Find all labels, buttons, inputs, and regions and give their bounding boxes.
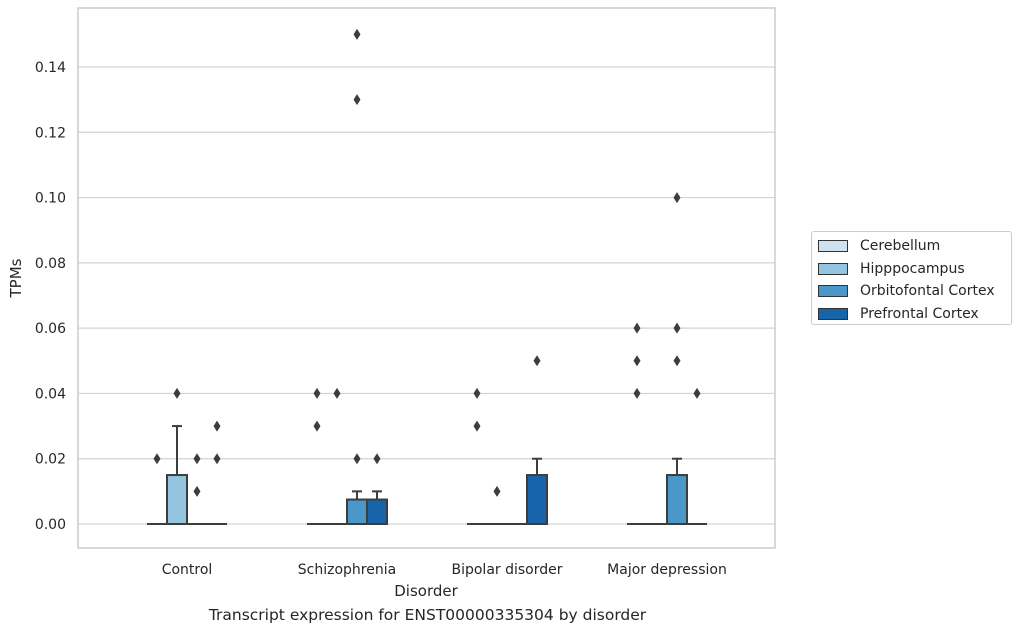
box bbox=[366, 498, 388, 525]
box-plots bbox=[147, 28, 707, 525]
x-tick-label: Major depression bbox=[607, 562, 727, 578]
legend-label: Cerebellum bbox=[860, 238, 941, 255]
outlier-point bbox=[633, 355, 641, 367]
y-tick-label: 0.10 bbox=[35, 191, 66, 207]
outlier-point bbox=[333, 387, 341, 399]
outlier-point bbox=[173, 387, 181, 399]
outlier-point bbox=[493, 485, 501, 497]
box-prefrontal-cortex bbox=[366, 453, 388, 525]
outlier-point bbox=[373, 453, 381, 465]
outlier-point bbox=[673, 192, 681, 204]
box-cerebellum bbox=[147, 453, 167, 525]
outlier-point bbox=[213, 420, 221, 432]
legend: Cerebellum Hipppocampus Orbitofontal Corte… bbox=[811, 231, 1012, 325]
box-prefrontal-cortex bbox=[207, 420, 227, 525]
outlier-point bbox=[193, 453, 201, 465]
box-orbitofontal-cortex bbox=[666, 192, 688, 525]
x-axis-title: Disorder bbox=[394, 582, 458, 600]
legend-swatch bbox=[818, 240, 848, 253]
y-tick-label: 0.06 bbox=[35, 321, 66, 337]
legend-swatch bbox=[818, 285, 848, 298]
outlier-point bbox=[153, 453, 161, 465]
legend-item: Hipppocampus bbox=[818, 258, 1011, 281]
x-tick-label: Schizophrenia bbox=[298, 562, 396, 578]
box-cerebellum bbox=[467, 387, 487, 525]
box-hipppocampus bbox=[487, 485, 507, 525]
outlier-point bbox=[673, 355, 681, 367]
plot-frame bbox=[77, 7, 776, 549]
outlier-point bbox=[633, 322, 641, 334]
y-tick-label: 0.14 bbox=[35, 60, 66, 76]
y-tick-label: 0.04 bbox=[35, 386, 66, 402]
box bbox=[666, 474, 688, 525]
box-prefrontal-cortex bbox=[687, 387, 707, 525]
outlier-point bbox=[533, 355, 541, 367]
chart-caption: Transcript expression for ENST0000033530… bbox=[208, 606, 647, 624]
legend-label: Hipppocampus bbox=[860, 260, 965, 277]
outlier-point bbox=[473, 420, 481, 432]
box-hipppocampus bbox=[327, 387, 347, 525]
outlier-point bbox=[353, 94, 361, 106]
gridlines bbox=[78, 66, 775, 525]
box-prefrontal-cortex bbox=[526, 355, 548, 525]
legend-item: Prefrontal Cortex bbox=[818, 303, 1011, 326]
box bbox=[526, 474, 548, 525]
legend-swatch bbox=[818, 307, 848, 320]
legend-swatch bbox=[818, 262, 848, 275]
x-tick-label: Control bbox=[162, 562, 213, 578]
box bbox=[346, 498, 368, 525]
outlier-point bbox=[313, 387, 321, 399]
y-tick-label: 0.02 bbox=[35, 452, 66, 468]
outlier-point bbox=[353, 28, 361, 40]
outlier-point bbox=[213, 453, 221, 465]
outlier-point bbox=[633, 387, 641, 399]
y-tick-label: 0.12 bbox=[35, 125, 66, 141]
legend-label: Orbitofontal Cortex bbox=[860, 283, 995, 300]
box bbox=[166, 474, 188, 525]
box-cerebellum bbox=[307, 387, 327, 525]
y-tick-label: 0.00 bbox=[35, 517, 66, 533]
legend-item: Orbitofontal Cortex bbox=[818, 280, 1011, 303]
box-orbitofontal-cortex bbox=[346, 28, 368, 525]
outlier-point bbox=[673, 322, 681, 334]
outlier-point bbox=[313, 420, 321, 432]
legend-item: Cerebellum bbox=[818, 235, 1011, 258]
legend-label: Prefrontal Cortex bbox=[860, 305, 979, 322]
outlier-point bbox=[193, 485, 201, 497]
y-tick-label: 0.08 bbox=[35, 256, 66, 272]
x-tick-labels: Control Schizophrenia Bipolar disorder Majo… bbox=[162, 562, 727, 578]
box-orbitofontal-cortex bbox=[187, 453, 207, 525]
outlier-point bbox=[473, 387, 481, 399]
outlier-point bbox=[693, 387, 701, 399]
box-hipppocampus bbox=[166, 387, 188, 525]
y-tick-labels: 0.00 0.02 0.04 0.06 0.08 0.10 0.12 0.14 bbox=[35, 60, 66, 533]
box-cerebellum bbox=[627, 322, 647, 525]
x-tick-label: Bipolar disorder bbox=[451, 562, 562, 578]
outlier-point bbox=[353, 453, 361, 465]
y-axis-title: TPMs bbox=[7, 258, 25, 298]
